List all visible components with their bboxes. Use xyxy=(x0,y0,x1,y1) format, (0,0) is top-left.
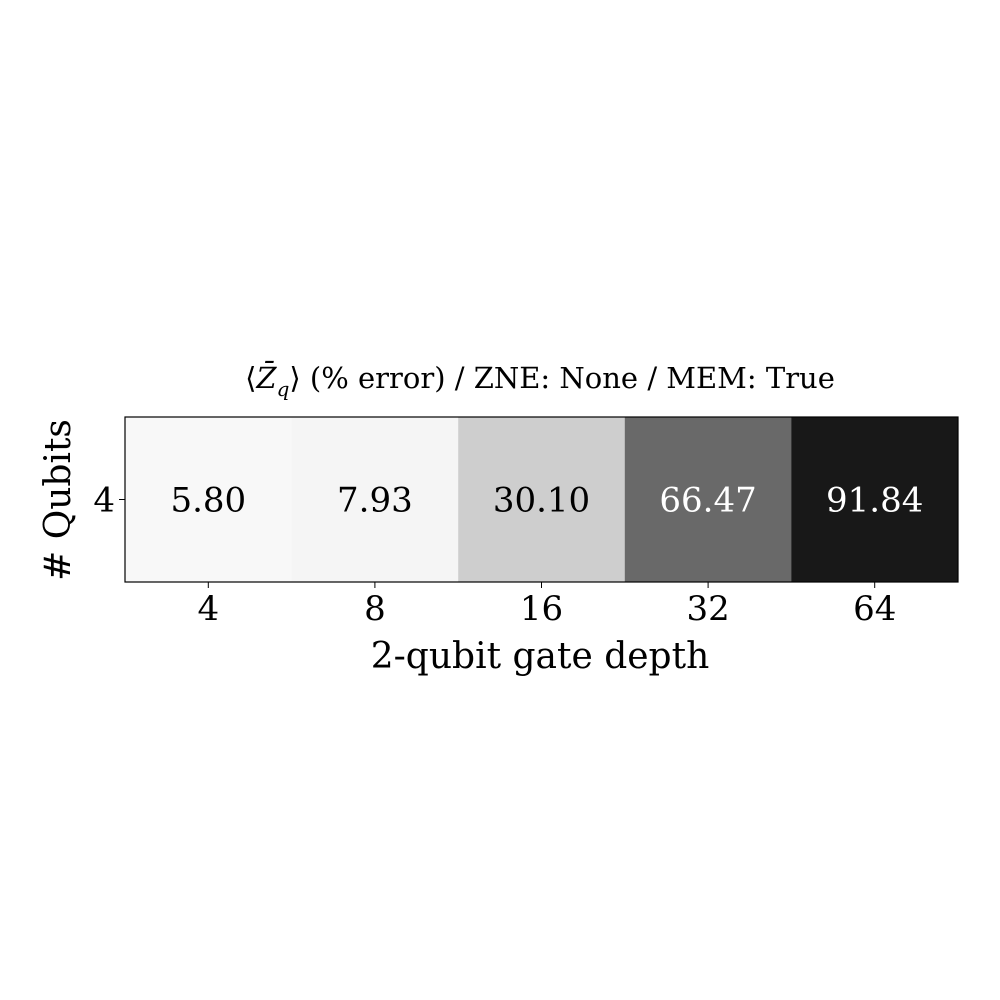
x-axis-label: 2-qubit gate depth xyxy=(371,636,710,677)
heatmap-cell xyxy=(291,417,459,582)
x-tick-label: 4 xyxy=(197,589,219,629)
x-tick-label: 64 xyxy=(853,589,896,629)
heatmap-cell xyxy=(458,417,626,582)
y-axis-ticks: 4 xyxy=(93,481,125,521)
cell-value-label: 91.84 xyxy=(826,481,923,521)
title-open-bracket: ⟨ xyxy=(245,361,256,395)
title-rest: ⟩ (% error) / ZNE: None / MEM: True xyxy=(289,361,835,395)
heatmap-cell xyxy=(125,417,293,582)
heatmap-cells: 5.80 7.93 30.10 66.47 91.84 xyxy=(125,417,959,582)
title-subscript: q xyxy=(277,377,290,401)
y-tick-label: 4 xyxy=(93,481,115,521)
cell-value-label: 30.10 xyxy=(493,481,590,521)
chart-title: ⟨Z̄q⟩ (% error) / ZNE: None / MEM: True xyxy=(245,360,835,401)
heatmap-cell xyxy=(624,417,792,582)
cell-value-label: 7.93 xyxy=(337,481,413,521)
x-tick-label: 32 xyxy=(686,589,729,629)
cell-value-label: 5.80 xyxy=(170,481,246,521)
x-tick-label: 16 xyxy=(520,589,563,629)
cell-value-label: 66.47 xyxy=(659,481,756,521)
y-axis-label: # Qubits xyxy=(38,419,79,581)
x-tick-label: 8 xyxy=(364,589,386,629)
x-axis-ticks: 4 8 16 32 64 xyxy=(197,582,896,629)
title-symbol: Z̄ xyxy=(255,360,277,395)
heatmap-cell xyxy=(791,417,959,582)
